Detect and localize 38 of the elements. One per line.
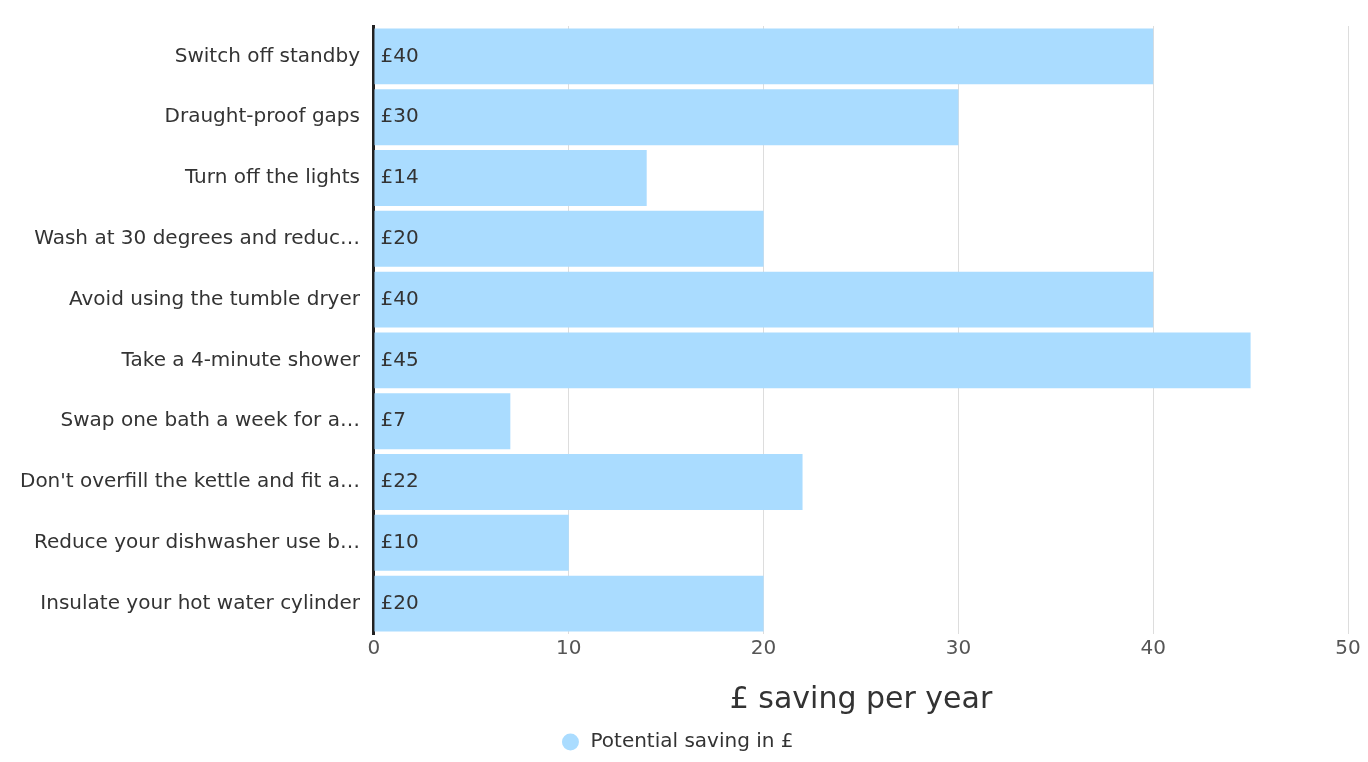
x-tick-label: 0 xyxy=(367,635,381,660)
x-tick-label: 40 xyxy=(1140,635,1166,660)
data-label: £30 xyxy=(380,103,419,128)
data-label: £40 xyxy=(380,42,419,67)
bar xyxy=(374,575,764,632)
bar xyxy=(374,28,1154,85)
bar xyxy=(374,393,511,450)
x-tick-label: 50 xyxy=(1335,635,1361,660)
y-tick-label: Avoid using the tumble dryer xyxy=(69,285,361,310)
x-tick-label: 20 xyxy=(750,635,777,660)
bar xyxy=(374,150,647,206)
y-tick-label: Turn off the lights xyxy=(183,164,360,189)
data-label: £45 xyxy=(380,346,419,371)
y-tick-label: Take a 4-minute shower xyxy=(120,346,361,371)
bar xyxy=(374,332,1251,389)
data-label: £20 xyxy=(380,225,419,249)
data-label: £40 xyxy=(380,285,419,310)
bar xyxy=(374,271,1154,328)
x-tick-label: 10 xyxy=(556,635,582,660)
y-tick-label: Reduce your dishwasher use b… xyxy=(33,529,360,553)
data-label: £22 xyxy=(380,468,419,493)
legend-label: Potential saving in £ xyxy=(590,728,794,753)
bar xyxy=(374,454,803,510)
y-tick-label: Wash at 30 degrees and reduc… xyxy=(34,225,360,249)
bar xyxy=(374,514,569,571)
y-tick-label: Don't overfill the kettle and fit a… xyxy=(19,468,360,493)
y-tick-label: Swap one bath a week for a… xyxy=(60,407,360,432)
y-tick-label: Insulate your hot water cylinder xyxy=(40,589,361,614)
y-tick-label: Switch off standby xyxy=(174,42,361,67)
data-label: £14 xyxy=(380,164,419,189)
data-label: £10 xyxy=(380,529,419,553)
data-label: £7 xyxy=(380,407,406,432)
x-axis-title: £ saving per year xyxy=(729,679,993,715)
bar xyxy=(374,89,959,146)
data-label: £20 xyxy=(380,589,419,614)
bar xyxy=(374,210,764,267)
x-tick-label: 30 xyxy=(945,635,972,660)
y-tick-label: Draught-proof gaps xyxy=(164,103,360,128)
